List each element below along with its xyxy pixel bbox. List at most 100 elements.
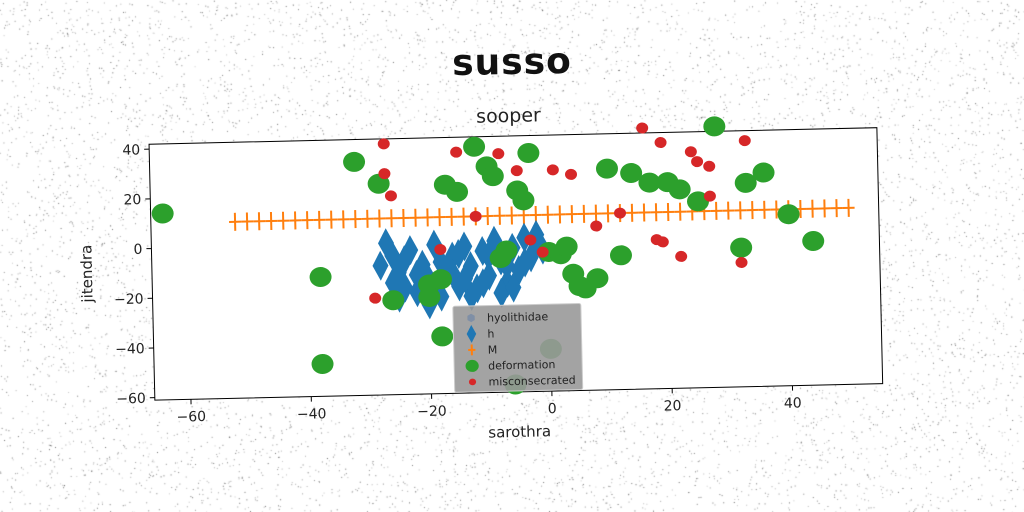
point-deformation [620,163,643,184]
legend-label: misconsecrated [488,374,575,389]
point-misconsecrated [738,135,751,147]
point-h [402,235,419,266]
legend-label: h [487,327,494,340]
point-misconsecrated [684,146,697,158]
point-h [384,267,401,298]
point-misconsecrated [434,243,447,255]
point-h [481,260,498,291]
point-m [373,209,386,228]
point-deformation [429,269,452,290]
series-m [229,198,855,231]
y-axis-label: jitendra [77,245,96,304]
point-m [421,208,434,227]
y-tick-label: −60 [116,391,146,408]
point-misconsecrated [450,146,463,158]
point-m [457,207,470,226]
point-deformation [730,237,753,258]
point-deformation [309,267,332,288]
point-h [516,247,533,278]
point-deformation [431,326,454,347]
point-m [710,201,723,220]
point-deformation [481,166,504,187]
point-deformation [151,203,174,224]
point-h [475,268,492,299]
point-deformation [609,245,632,266]
point-m [662,202,675,221]
point-m [433,208,446,227]
point-deformation [668,179,691,200]
point-h [493,277,510,308]
point-deformation [555,236,578,257]
legend-label: hyolithidae [487,310,549,324]
point-h [450,239,467,270]
point-h [444,259,461,290]
point-deformation [686,191,709,212]
point-deformation [382,290,405,311]
x-tick-label: −20 [417,404,447,421]
point-deformation [446,181,469,202]
point-misconsecrated [636,122,649,134]
point-m [722,201,735,220]
point-m [601,204,615,223]
chart-title: sooper [476,104,541,127]
point-h [469,273,486,304]
series-deformation [151,116,825,395]
y-tick-label: 20 [123,192,141,208]
point-h [396,245,413,276]
point-h [462,251,479,282]
point-misconsecrated [691,156,704,168]
x-tick-label: −60 [176,409,206,426]
point-deformation [595,158,618,179]
point-h [457,263,474,294]
point-m [337,210,350,229]
point-m [553,205,566,224]
point-m [253,212,266,231]
point-m [565,205,578,224]
point-deformation [343,151,366,172]
point-m [830,199,843,218]
x-tick-label: −40 [297,406,327,423]
point-deformation [777,204,800,225]
plot-marks [151,116,855,395]
legend-label: deformation [488,358,556,373]
point-h [397,272,414,303]
point-m [541,205,554,224]
point-deformation [734,172,757,193]
point-misconsecrated [656,236,669,248]
point-m [626,203,639,222]
point-m [638,203,651,222]
point-misconsecrated [614,207,627,219]
point-misconsecrated [469,210,482,222]
point-h [505,272,522,303]
point-m [397,208,410,228]
point-h [432,246,449,277]
point-deformation [638,172,661,193]
point-misconsecrated [377,138,390,150]
point-m [842,198,855,217]
point-m [277,211,290,230]
legend-marker-m [468,344,476,356]
point-misconsecrated [703,160,716,172]
point-misconsecrated [492,148,505,160]
point-m [313,210,326,229]
point-deformation [463,136,486,157]
point-misconsecrated [378,168,391,180]
point-deformation [703,116,726,137]
legend-marker-h [466,324,477,343]
legend-marker-hyolithidae [467,313,475,323]
point-misconsecrated [735,257,748,269]
point-m [289,211,302,230]
point-m [577,204,590,223]
point-m [229,212,242,231]
point-m [505,206,518,225]
point-m [806,199,819,218]
y-tick-label: −20 [114,291,144,308]
point-m [301,211,314,230]
point-h [511,255,528,286]
point-deformation [512,190,535,211]
point-misconsecrated [654,137,667,149]
point-m [481,207,494,226]
point-deformation [418,286,441,307]
point-m [493,206,506,225]
